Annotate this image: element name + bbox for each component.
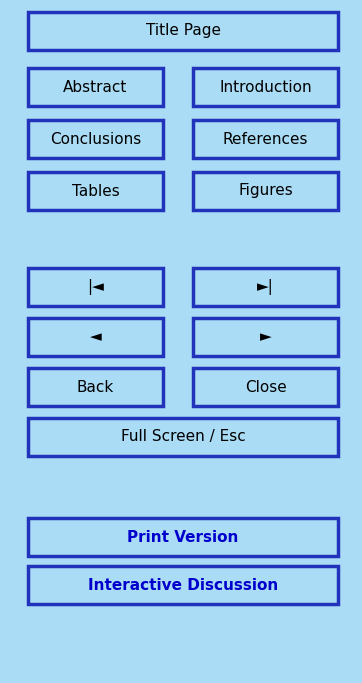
FancyBboxPatch shape: [193, 368, 338, 406]
Text: |◄: |◄: [87, 279, 104, 295]
Text: Back: Back: [77, 380, 114, 395]
Text: ►|: ►|: [257, 279, 274, 295]
FancyBboxPatch shape: [28, 318, 163, 356]
Text: Abstract: Abstract: [63, 79, 128, 94]
FancyBboxPatch shape: [28, 368, 163, 406]
Text: Close: Close: [245, 380, 286, 395]
FancyBboxPatch shape: [193, 120, 338, 158]
Text: Full Screen / Esc: Full Screen / Esc: [121, 430, 245, 445]
FancyBboxPatch shape: [28, 12, 338, 50]
Text: Interactive Discussion: Interactive Discussion: [88, 578, 278, 592]
FancyBboxPatch shape: [28, 268, 163, 306]
FancyBboxPatch shape: [193, 68, 338, 106]
Text: Print Version: Print Version: [127, 529, 239, 544]
Text: Tables: Tables: [72, 184, 119, 199]
FancyBboxPatch shape: [28, 518, 338, 556]
Text: Title Page: Title Page: [146, 23, 220, 38]
FancyBboxPatch shape: [28, 418, 338, 456]
Text: References: References: [223, 132, 308, 146]
FancyBboxPatch shape: [28, 68, 163, 106]
Text: Conclusions: Conclusions: [50, 132, 141, 146]
Text: ►: ►: [260, 329, 272, 344]
Text: ◄: ◄: [90, 329, 101, 344]
FancyBboxPatch shape: [28, 172, 163, 210]
FancyBboxPatch shape: [193, 268, 338, 306]
FancyBboxPatch shape: [28, 566, 338, 604]
FancyBboxPatch shape: [193, 172, 338, 210]
FancyBboxPatch shape: [193, 318, 338, 356]
FancyBboxPatch shape: [28, 120, 163, 158]
Text: Figures: Figures: [238, 184, 293, 199]
Text: Introduction: Introduction: [219, 79, 312, 94]
